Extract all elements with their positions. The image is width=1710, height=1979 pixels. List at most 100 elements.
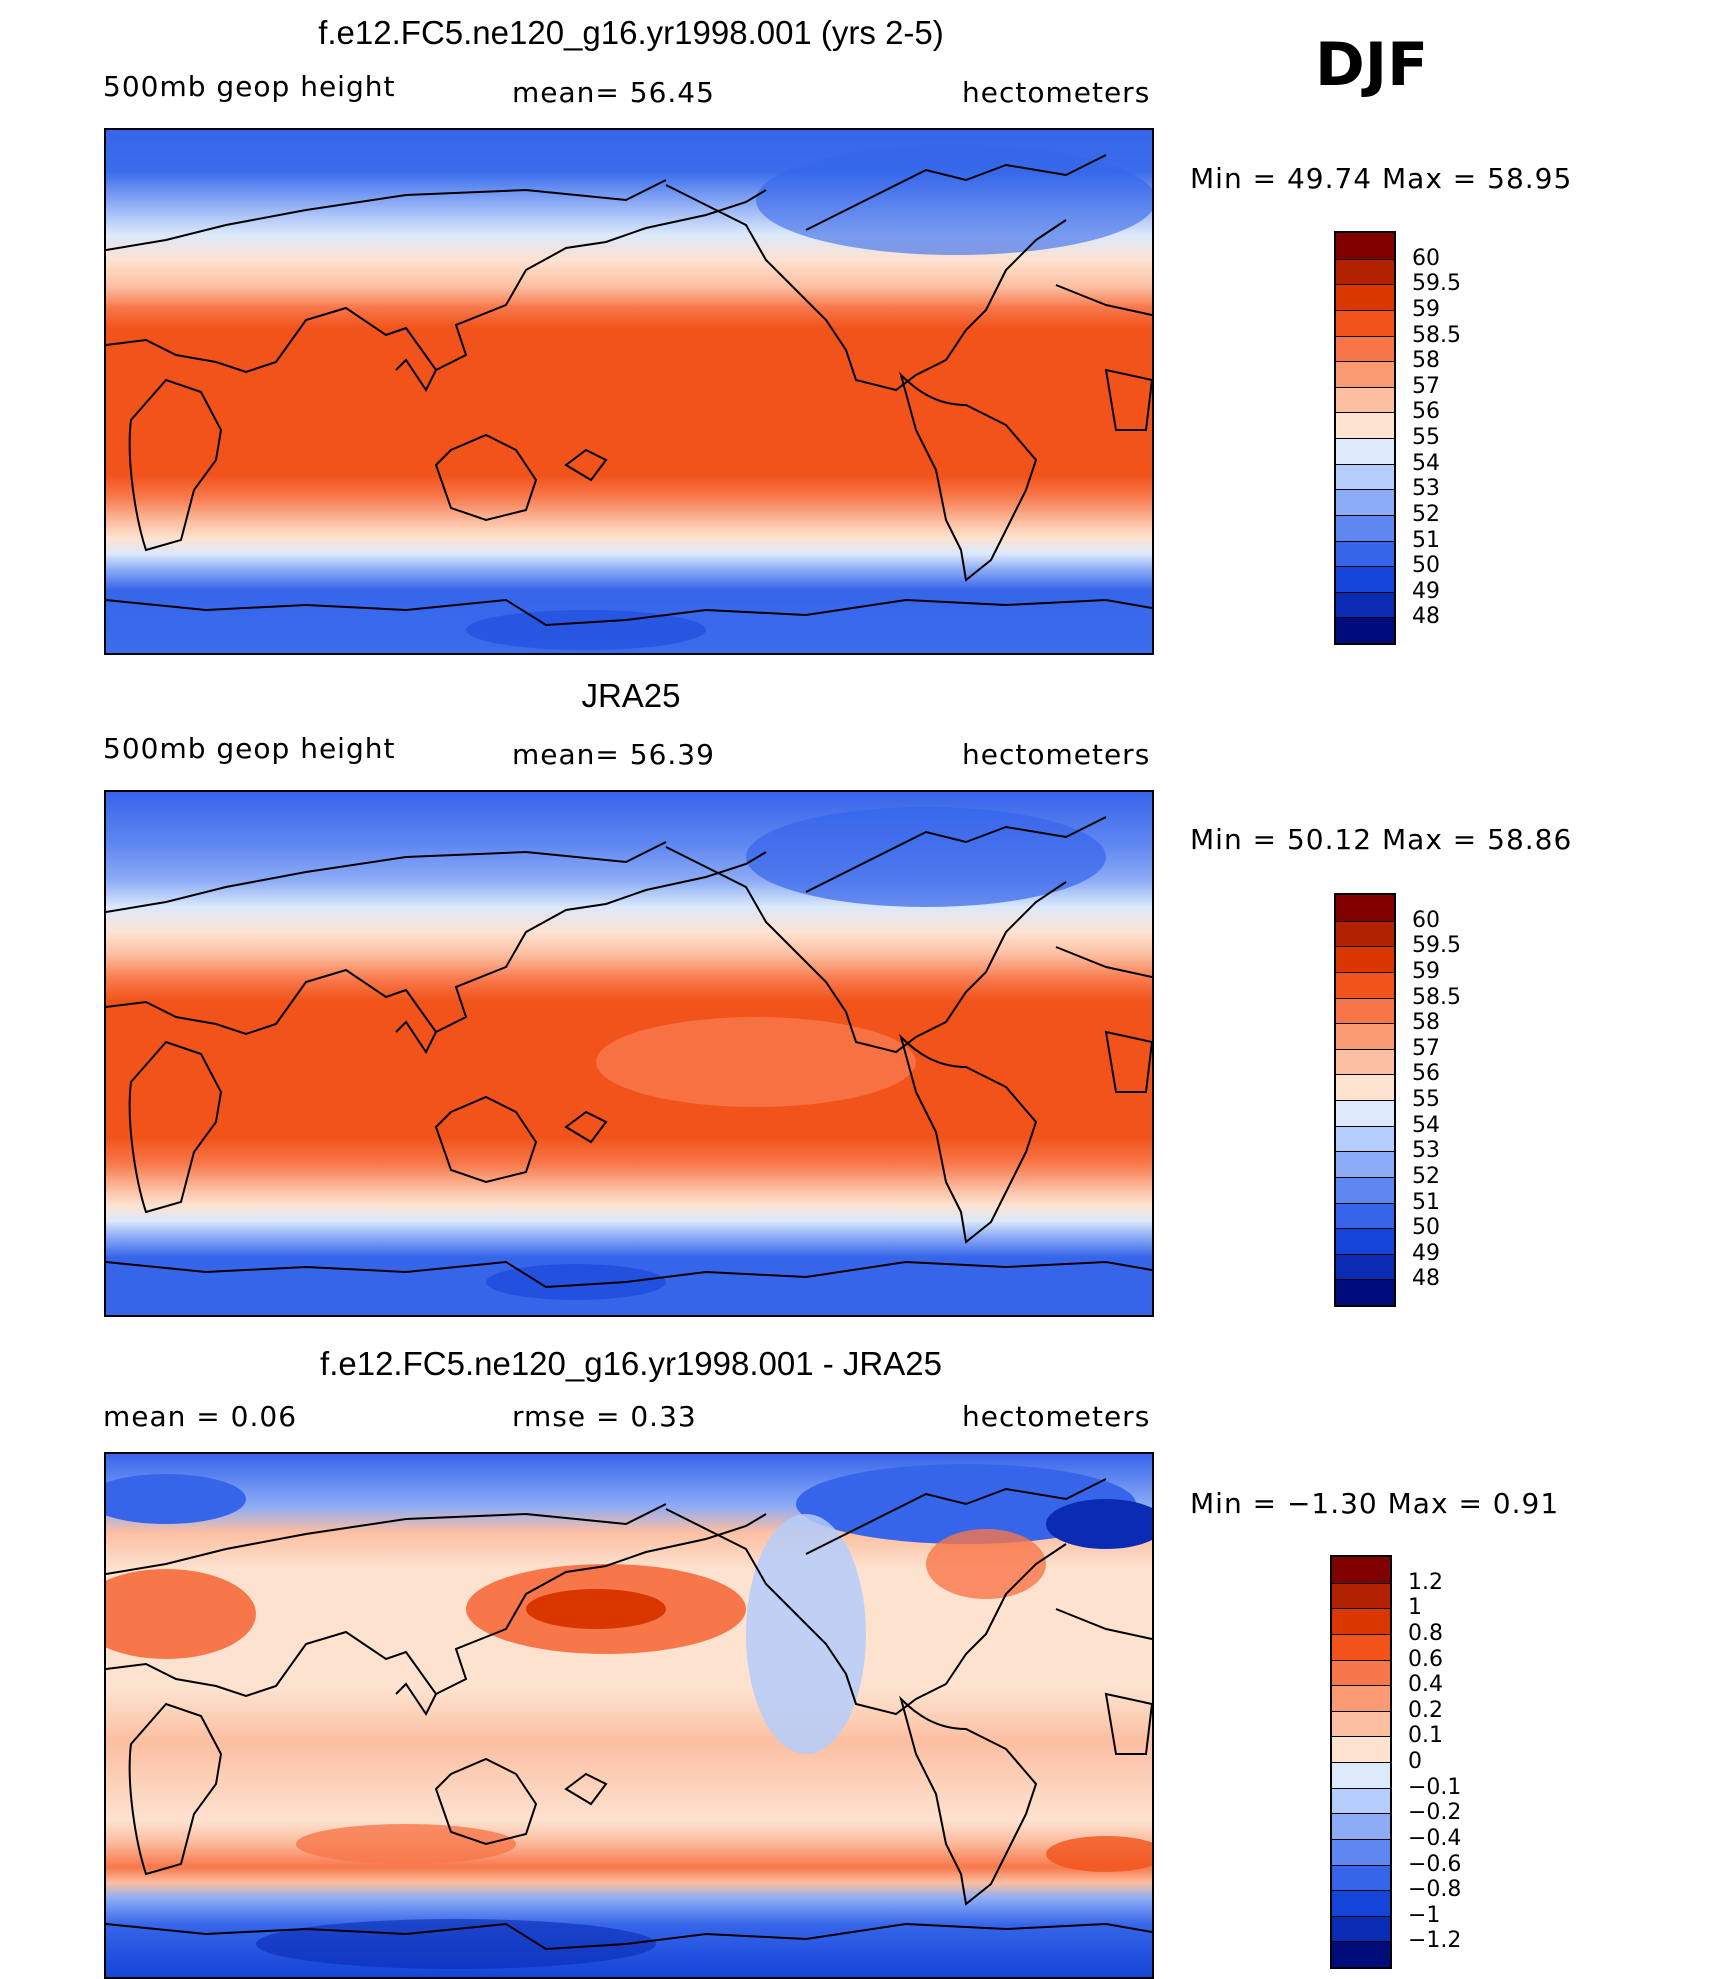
panel1-title: f.e12.FC5.ne120_g16.yr1998.001 (yrs 2-5)	[318, 14, 944, 51]
panel1-colorbar-label: 59.5	[1412, 271, 1461, 297]
panel3-title: f.e12.FC5.ne120_g16.yr1998.001 - JRA25	[320, 1345, 942, 1382]
panel2-colorbar	[1334, 893, 1396, 1307]
panel1-colorbar-swatch	[1336, 309, 1394, 336]
panel3-colorbar-label: −1	[1408, 1902, 1441, 1928]
panel1-colorbar-label: 58.5	[1412, 322, 1461, 348]
panel3-colorbar-swatch	[1332, 1608, 1390, 1634]
panel2-colorbar-label: 51	[1412, 1189, 1440, 1215]
panel2-variable-label: 500mb geop height	[103, 732, 396, 765]
panel2-map-field	[106, 792, 1152, 1315]
panel3-colorbar-label: 1	[1408, 1595, 1422, 1621]
panel3-colorbar-label: 0.4	[1408, 1672, 1443, 1698]
panel2-units: hectometers	[962, 738, 1151, 771]
panel1-colorbar-swatch	[1336, 412, 1394, 438]
panel3-colorbar-swatch	[1332, 1787, 1390, 1814]
panel3-colorbar-swatch	[1332, 1659, 1390, 1686]
panel2-colorbar-label: 48	[1412, 1266, 1440, 1292]
panel3-colorbar-swatch	[1332, 1915, 1390, 1942]
panel3-colorbar-swatch	[1332, 1633, 1390, 1660]
panel1-colorbar-swatch	[1336, 463, 1394, 490]
panel2-mean: mean= 56.39	[512, 738, 715, 771]
panel2-colorbar-label: 53	[1412, 1138, 1440, 1164]
panel1-colorbar-label: 59	[1412, 296, 1440, 322]
panel1-minmax: Min = 49.74 Max = 58.95	[1190, 162, 1573, 195]
panel3-units: hectometers	[962, 1400, 1151, 1433]
panel3-colorbar-swatch	[1332, 1941, 1390, 1967]
panel3-colorbar-swatch	[1332, 1762, 1390, 1788]
panel1-map-field	[106, 130, 1152, 653]
panel1-colorbar-label: 51	[1412, 527, 1440, 553]
panel2-minmax: Min = 50.12 Max = 58.86	[1190, 823, 1573, 856]
panel2-title: JRA25	[581, 677, 681, 714]
panel1-colorbar-swatch	[1336, 566, 1394, 592]
panel3-colorbar-swatch	[1332, 1685, 1390, 1711]
panel1-colorbar-swatch	[1336, 233, 1394, 259]
panel3-rmse: rmse = 0.33	[512, 1400, 697, 1433]
panel2-colorbar-swatch	[1336, 1253, 1394, 1280]
panel1-colorbar-swatch	[1336, 540, 1394, 567]
panel2-colorbar-swatch	[1336, 1176, 1394, 1203]
panel3-colorbar-label: −0.2	[1408, 1800, 1462, 1826]
panel2-colorbar-label: 49	[1412, 1240, 1440, 1266]
panel3-colorbar-swatch	[1332, 1838, 1390, 1865]
panel1-colorbar-swatch	[1336, 514, 1394, 541]
panel1-colorbar-label: 55	[1412, 425, 1440, 450]
panel1-colorbar	[1334, 231, 1396, 645]
panel3-minmax: Min = −1.30 Max = 0.91	[1190, 1487, 1560, 1520]
panel2-colorbar-swatch	[1336, 895, 1394, 921]
panel2-colorbar-swatch	[1336, 997, 1394, 1024]
panel1-colorbar-label: 53	[1412, 476, 1440, 502]
panel3-colorbar-label: 0	[1408, 1749, 1422, 1774]
panel3-colorbar-label: 0.2	[1408, 1697, 1443, 1723]
panel1-colorbar-swatch	[1336, 335, 1394, 362]
panel3-colorbar-swatch	[1332, 1864, 1390, 1891]
panel1-colorbar-label: 52	[1412, 501, 1440, 527]
panel3-colorbar-label: 0.6	[1408, 1646, 1443, 1672]
panel2-colorbar-swatch	[1336, 1125, 1394, 1152]
panel1-colorbar-label: 57	[1412, 373, 1440, 399]
panel3-colorbar-label: 0.1	[1408, 1723, 1443, 1749]
panel3-colorbar-label: −0.1	[1408, 1774, 1462, 1800]
panel1-colorbar-swatch	[1336, 386, 1394, 413]
panel1-colorbar-label: 50	[1412, 553, 1440, 579]
panel3-colorbar-swatch	[1332, 1736, 1390, 1762]
panel3-colorbar-label: −0.6	[1408, 1851, 1462, 1877]
panel2-colorbar-label: 50	[1412, 1215, 1440, 1241]
panel1-map	[104, 128, 1154, 655]
panel3-colorbar	[1330, 1555, 1392, 1969]
panel3-colorbar-label: −1.2	[1408, 1928, 1462, 1954]
panel1-colorbar-swatch	[1336, 258, 1394, 285]
panel2-colorbar-label: 57	[1412, 1035, 1440, 1061]
season-label: DJF	[1315, 30, 1429, 100]
panel2-colorbar-label: 58	[1412, 1010, 1440, 1036]
panel2-colorbar-label: 56	[1412, 1061, 1440, 1087]
panel1-colorbar-label: 48	[1412, 604, 1440, 630]
panel2-colorbar-swatch	[1336, 971, 1394, 998]
panel1-colorbar-label: 58	[1412, 348, 1440, 374]
panel2-map	[104, 790, 1154, 1317]
panel1-colorbar-swatch	[1336, 489, 1394, 515]
panel2-colorbar-label: 58.5	[1412, 984, 1461, 1010]
panel2-colorbar-swatch	[1336, 1202, 1394, 1229]
panel2-colorbar-label: 54	[1412, 1112, 1440, 1138]
panel2-colorbar-swatch	[1336, 1279, 1394, 1305]
panel3-colorbar-swatch	[1332, 1557, 1390, 1583]
panel2-colorbar-swatch	[1336, 1048, 1394, 1075]
panel2-colorbar-label: 59	[1412, 958, 1440, 984]
panel2-colorbar-swatch	[1336, 1228, 1394, 1254]
panel1-colorbar-swatch	[1336, 617, 1394, 643]
panel3-colorbar-label: 0.8	[1408, 1620, 1443, 1646]
panel1-colorbar-swatch	[1336, 284, 1394, 310]
panel2-colorbar-swatch	[1336, 1023, 1394, 1049]
panel1-colorbar-swatch	[1336, 438, 1394, 464]
panel3-colorbar-swatch	[1332, 1710, 1390, 1737]
panel3-map	[104, 1452, 1154, 1979]
panel1-colorbar-swatch	[1336, 591, 1394, 618]
panel2-colorbar-swatch	[1336, 920, 1394, 947]
panel2-colorbar-label: 59.5	[1412, 933, 1461, 959]
panel2-colorbar-label: 55	[1412, 1087, 1440, 1112]
panel3-colorbar-label: −0.8	[1408, 1877, 1462, 1903]
panel2-colorbar-swatch	[1336, 946, 1394, 972]
panel1-colorbar-label: 54	[1412, 450, 1440, 476]
panel2-colorbar-swatch	[1336, 1074, 1394, 1100]
